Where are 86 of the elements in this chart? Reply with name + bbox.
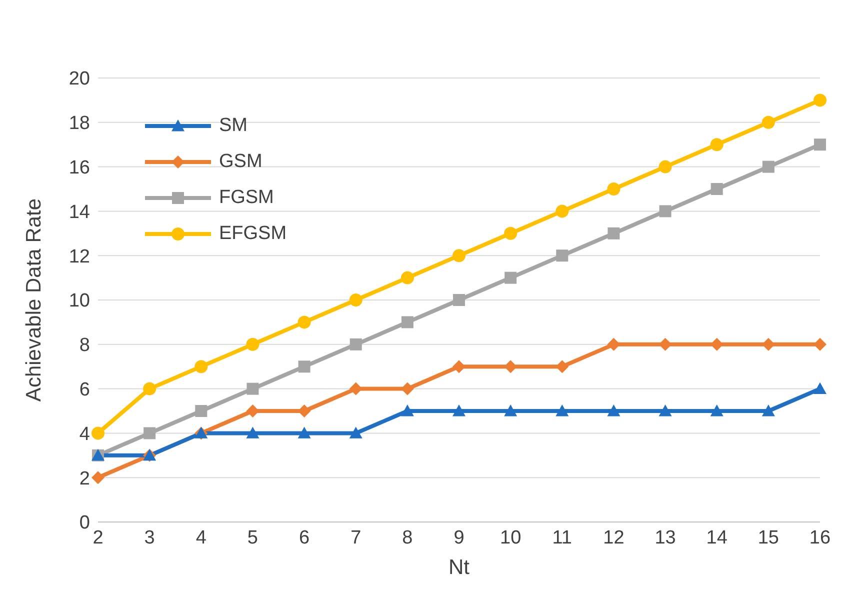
x-tick-label: 13 <box>654 527 676 548</box>
x-tick-label: 5 <box>247 527 258 548</box>
point <box>762 116 775 129</box>
point <box>556 250 568 262</box>
y-tick-label: 4 <box>79 424 90 445</box>
x-tick-label: 2 <box>92 527 104 548</box>
point <box>400 271 414 284</box>
x-axis-title: Nt <box>448 556 470 579</box>
point <box>762 338 775 351</box>
point <box>710 338 724 351</box>
point <box>195 405 208 417</box>
point <box>143 382 156 396</box>
point <box>556 404 569 416</box>
y-tick-label: 16 <box>68 158 90 179</box>
x-tick-label: 4 <box>196 527 207 548</box>
point <box>194 360 208 374</box>
y-tick-label: 12 <box>68 246 90 268</box>
point <box>350 338 362 350</box>
point <box>814 138 826 151</box>
point <box>298 426 311 438</box>
y-tick-label: 6 <box>79 380 90 401</box>
point <box>814 94 826 107</box>
point <box>452 404 466 416</box>
legend-label: EFGSM <box>219 223 287 245</box>
x-tick-label: 3 <box>144 527 155 548</box>
point <box>607 182 620 196</box>
point <box>504 226 518 240</box>
point <box>658 338 672 351</box>
point <box>400 382 414 396</box>
point <box>504 360 518 374</box>
point <box>246 404 260 418</box>
point <box>607 404 620 416</box>
legend-label: SM <box>219 115 248 137</box>
x-tick-label: 12 <box>603 527 624 548</box>
point <box>246 338 260 351</box>
point <box>556 204 569 218</box>
point <box>504 404 518 416</box>
legend-label: FGSM <box>219 187 274 209</box>
y-tick-label: 10 <box>68 290 90 312</box>
point <box>349 294 362 306</box>
point <box>452 249 466 262</box>
point <box>814 338 826 351</box>
point <box>607 338 620 351</box>
point <box>92 426 104 440</box>
y-tick-label: 0 <box>79 512 90 534</box>
x-tick-label: 9 <box>454 527 464 548</box>
point <box>710 138 724 152</box>
point <box>349 426 362 438</box>
point <box>504 272 517 284</box>
x-tick-label: 16 <box>809 527 831 548</box>
point <box>556 360 569 374</box>
x-tick-label: 11 <box>552 527 572 548</box>
point <box>92 471 104 484</box>
legend-label: GSM <box>219 151 262 173</box>
point <box>658 160 672 174</box>
point <box>349 382 362 396</box>
point <box>298 360 310 373</box>
x-tick-label: 14 <box>706 527 728 548</box>
y-tick-label: 14 <box>68 202 90 223</box>
point <box>658 404 672 416</box>
point <box>452 360 466 374</box>
point <box>400 404 414 416</box>
point <box>710 183 723 195</box>
x-tick-label: 7 <box>350 527 362 548</box>
y-tick-label: 8 <box>79 335 90 356</box>
point <box>608 227 620 240</box>
point <box>762 160 774 173</box>
x-tick-label: 15 <box>758 527 779 548</box>
point <box>144 427 156 440</box>
point <box>710 404 724 416</box>
point <box>401 316 414 328</box>
y-tick-label: 20 <box>68 68 90 90</box>
point <box>659 205 672 218</box>
x-tick-label: 10 <box>500 527 522 548</box>
y-axis-title: Achievable Data Rate <box>22 198 46 402</box>
point <box>246 382 259 395</box>
x-tick-label: 8 <box>402 527 413 548</box>
y-tick-label: 18 <box>68 113 90 134</box>
point <box>762 404 775 416</box>
x-tick-label: 6 <box>298 527 310 548</box>
point <box>814 382 826 394</box>
point <box>453 294 465 306</box>
y-tick-label: 2 <box>79 468 90 490</box>
point <box>246 426 260 438</box>
point <box>298 404 311 418</box>
point <box>298 316 311 329</box>
